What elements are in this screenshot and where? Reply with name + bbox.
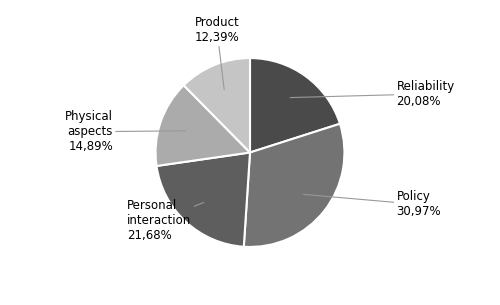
Wedge shape: [184, 58, 250, 152]
Wedge shape: [156, 152, 250, 247]
Text: Reliability
20,08%: Reliability 20,08%: [290, 80, 454, 108]
Text: Policy
30,97%: Policy 30,97%: [304, 190, 441, 218]
Wedge shape: [250, 58, 340, 152]
Wedge shape: [244, 124, 344, 247]
Wedge shape: [156, 85, 250, 166]
Text: Product
12,39%: Product 12,39%: [194, 16, 240, 90]
Text: Personal
interaction
21,68%: Personal interaction 21,68%: [127, 199, 204, 242]
Text: Physical
aspects
14,89%: Physical aspects 14,89%: [65, 110, 186, 153]
